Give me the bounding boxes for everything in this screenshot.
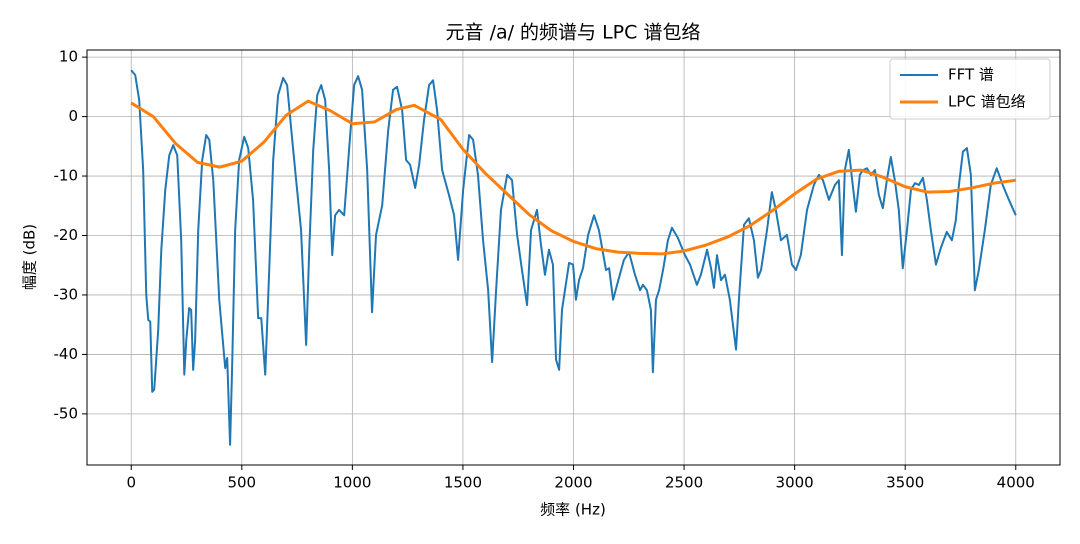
y-tick-label: -50 xyxy=(54,404,79,422)
series-line xyxy=(130,99,1016,256)
x-tick-label: 1000 xyxy=(333,474,371,492)
plot-frame xyxy=(86,49,1061,466)
x-tick-label: 0 xyxy=(126,474,136,492)
x-tick-label: 1500 xyxy=(444,474,482,492)
x-tick-label: 4000 xyxy=(997,474,1035,492)
y-tick-label: -20 xyxy=(54,226,79,244)
x-tick-label: 500 xyxy=(227,474,256,492)
x-tick-label: 3000 xyxy=(776,474,814,492)
legend-label: FFT 谱 xyxy=(948,66,994,84)
y-tick-label: -30 xyxy=(54,285,79,303)
x-tick-label: 3500 xyxy=(886,474,924,492)
chart-title: 元音 /a/ 的频谱与 LPC 谱包络 xyxy=(446,22,701,44)
y-tick-label: -10 xyxy=(54,167,79,185)
x-tick-label: 2500 xyxy=(665,474,703,492)
y-tick-label: -40 xyxy=(54,345,79,363)
x-axis-label: 频率 (Hz) xyxy=(540,501,606,519)
legend-label: LPC 谱包络 xyxy=(948,93,1026,111)
y-axis-label: 幅度 (dB) xyxy=(21,224,39,290)
y-tick-label: 10 xyxy=(59,48,78,66)
y-tick-label: 0 xyxy=(68,107,78,125)
x-tick-label: 2000 xyxy=(554,474,592,492)
